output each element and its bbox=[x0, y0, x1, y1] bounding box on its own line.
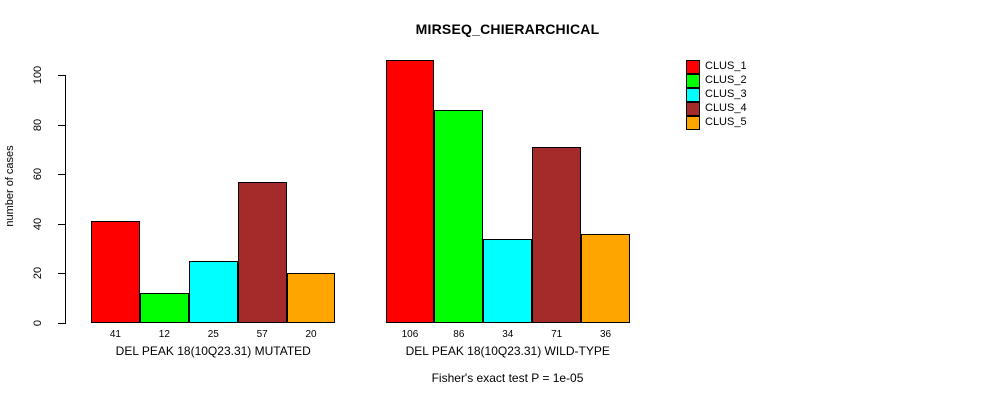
y-tick-label: 40 bbox=[32, 217, 44, 230]
y-tick-label: 60 bbox=[32, 168, 44, 181]
bar-clus_1-group2 bbox=[385, 60, 435, 323]
bar-value-label: 20 bbox=[305, 329, 317, 340]
bar-clus_3-group1 bbox=[188, 261, 238, 323]
bar-clus_5-group2 bbox=[581, 234, 630, 323]
legend-row: CLUS_3 bbox=[686, 87, 747, 102]
y-axis-title: number of cases bbox=[4, 145, 16, 227]
legend-row: CLUS_1 bbox=[686, 59, 747, 74]
y-tick-mark bbox=[58, 223, 65, 225]
y-axis-line bbox=[65, 75, 66, 324]
bar-value-label: 86 bbox=[453, 329, 465, 340]
legend-label: CLUS_1 bbox=[705, 60, 747, 72]
bar-value-label: 41 bbox=[109, 329, 121, 340]
fisher-test-annotation: Fisher's exact test P = 1e-05 bbox=[431, 371, 584, 385]
bar-clus_2-group2 bbox=[434, 110, 484, 323]
legend-swatch-clus_2 bbox=[686, 73, 700, 88]
group-label: DEL PEAK 18(10Q23.31) MUTATED bbox=[115, 344, 311, 358]
y-tick-label: 0 bbox=[32, 319, 44, 327]
bar-clus_2-group1 bbox=[139, 293, 189, 323]
y-tick-label: 100 bbox=[32, 65, 44, 85]
bar-clus_5-group1 bbox=[286, 273, 336, 323]
bar-clus_1-group1 bbox=[91, 221, 140, 323]
legend: CLUS_1 CLUS_2 CLUS_3 CLUS_4 CLUS_5 bbox=[686, 59, 747, 130]
bar-clus_3-group2 bbox=[483, 239, 533, 323]
y-tick-mark bbox=[58, 124, 65, 126]
legend-label: CLUS_4 bbox=[705, 102, 747, 114]
bar-value-label: 71 bbox=[551, 329, 563, 340]
bar-value-label: 36 bbox=[599, 329, 612, 340]
legend-row: CLUS_4 bbox=[686, 101, 747, 116]
y-tick-label: 80 bbox=[32, 118, 44, 131]
legend-label: CLUS_2 bbox=[705, 74, 747, 86]
chart-title: MIRSEQ_CHIERARCHICAL bbox=[415, 21, 600, 37]
y-tick-mark bbox=[58, 273, 65, 275]
bar-value-label: 106 bbox=[401, 329, 419, 340]
bar-clus_4-group1 bbox=[237, 182, 287, 323]
bar-value-label: 25 bbox=[207, 329, 219, 340]
bar-value-label: 12 bbox=[158, 329, 170, 340]
y-tick-mark bbox=[58, 323, 65, 324]
bar-clus_4-group2 bbox=[532, 147, 582, 323]
legend-swatch-clus_1 bbox=[686, 59, 700, 74]
bar-value-label: 34 bbox=[502, 329, 514, 340]
bar-value-label: 57 bbox=[256, 329, 268, 340]
y-tick-mark bbox=[58, 174, 65, 176]
legend-label: CLUS_5 bbox=[705, 116, 747, 128]
legend-label: CLUS_3 bbox=[705, 88, 747, 100]
legend-row: CLUS_5 bbox=[686, 115, 747, 130]
legend-swatch-clus_3 bbox=[686, 87, 700, 102]
legend-swatch-clus_5 bbox=[686, 115, 700, 130]
legend-row: CLUS_2 bbox=[686, 73, 747, 88]
y-tick-label: 20 bbox=[32, 267, 44, 280]
legend-swatch-clus_4 bbox=[686, 101, 700, 116]
y-tick-mark bbox=[58, 75, 65, 76]
group-label: DEL PEAK 18(10Q23.31) WILD-TYPE bbox=[405, 344, 610, 358]
